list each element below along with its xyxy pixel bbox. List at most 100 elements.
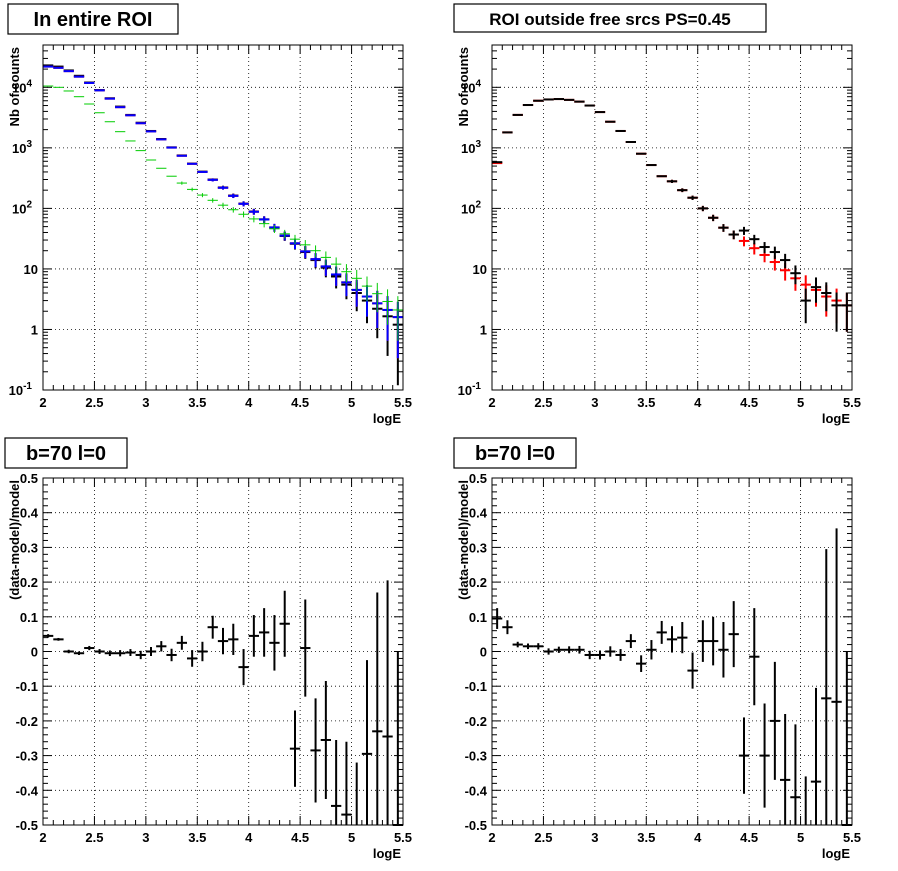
point-ff0000 [738,236,750,247]
residual-point [605,646,616,657]
point-00cc00 [248,215,259,223]
x-tick-label: 2.5 [534,830,552,845]
x-tick-label: 3.5 [637,395,655,410]
residual-point [320,680,331,799]
x-tick-labels: 2 2.5 3 3.5 4 4.5 5 5.5 [488,830,861,845]
point-00cc00 [187,187,198,192]
x-tick-labels: 2 2.5 3 3.5 4 4.5 5 5.5 [39,830,412,845]
point-00cc00 [361,276,373,302]
data-points [492,98,852,332]
x-tick-label: 3.5 [188,395,206,410]
residual-point [543,648,554,655]
y-tick-label: 10 [473,262,487,277]
residual-point [831,528,842,825]
residual-point [166,648,177,662]
x-tick-label: 2 [39,830,46,845]
x-tick-label: 2.5 [534,395,552,410]
point-0000ff [207,178,218,182]
point-00cc00 [341,264,352,283]
y-tick-label: -0.2 [16,714,38,729]
point-00cc00 [176,181,187,185]
y-axis-title: (data-model)/model [7,480,22,600]
x-tick-label: 2 [488,830,495,845]
residual-point [564,646,575,654]
residual-point [749,608,760,706]
y-tick-label: -0.3 [465,749,487,764]
point-000000 [780,253,791,269]
point-00cc00 [320,251,331,266]
residual-point [125,649,136,657]
y-axis-title: (data-model)/model [456,480,471,600]
point-000000 [677,188,688,193]
point-00cc00 [259,220,270,228]
residual-point [104,650,115,657]
y-tick-label: -0.4 [465,783,488,798]
residual-point [615,649,626,661]
y-tick-label: 0.3 [20,540,38,555]
x-tick-label: 5 [348,395,355,410]
residual-point [584,650,595,660]
point-000000 [759,242,770,254]
x-axis-title: logE [373,411,401,426]
title-box [4,437,128,469]
point-0000ff [228,193,239,199]
residual-point [84,645,95,651]
x-tick-label: 4.5 [740,395,758,410]
x-tick-label: 5 [797,830,804,845]
y-tick-label: 0.1 [20,610,38,625]
residual-point [636,655,647,672]
y-tick-labels: -0.5 -0.4 -0.3 -0.2 -0.1 0 0.1 0.2 0.3 0.4 0.5 [16,471,39,833]
x-tick-label: 2 [488,395,495,410]
y-tick-labels: -0.5 -0.4 -0.3 -0.2 -0.1 0 0.1 0.2 0.3 0.4 0.5 [465,471,488,833]
residual-point [115,650,126,657]
point-00cc00 [310,245,321,258]
x-tick-label: 3 [591,395,598,410]
residual-point [63,649,74,654]
residual-point [289,710,301,787]
y-tick-label: 0.2 [20,575,38,590]
y-tick-label: 0.4 [20,506,39,521]
chart-panel-1: 2 2.5 3 3.5 4 4.5 5 5.5 10-1 1 10 102 103 104 logE Nb o… [7,3,412,426]
residual-point [533,643,544,650]
point-00cc00 [289,234,301,245]
residual-point [372,592,383,825]
point-00cc00 [207,198,218,203]
residual-point [156,641,167,652]
residual-point [594,650,606,660]
plot-area [43,45,403,390]
residual-point [228,623,239,655]
residual-point [331,739,342,825]
gridlines [492,45,852,390]
y-tick-labels: 10-1 1 10 102 103 104 [9,78,38,398]
x-axis-title: logE [822,846,850,861]
panel-title: ROI outside free srcs PS=0.45 [453,3,767,33]
title-box [453,437,577,469]
x-tick-label: 4.5 [291,830,309,845]
y-tick-label: 102 [461,199,481,216]
title-box [7,3,179,35]
point-000000 [821,282,832,312]
residual-point [512,641,523,648]
residual-point [502,620,513,635]
y-tick-label: -0.3 [16,749,38,764]
y-tick-label: 0.5 [469,471,487,486]
y-tick-label: -0.1 [465,679,487,694]
x-tick-labels: 2 2.5 3 3.5 4 4.5 5 5.5 [39,395,412,410]
plot-area [492,45,852,390]
y-tick-label: 0.4 [469,506,488,521]
point-000000 [718,224,729,232]
data-points [492,528,852,826]
title-text: ROI outside free srcs PS=0.45 [489,10,730,29]
x-tick-label: 4 [694,830,702,845]
x-tick-label: 2 [39,395,46,410]
residual-point [553,646,564,653]
y-axis-title: Nb of counts [7,47,22,126]
residual-point [53,637,64,641]
x-tick-label: 5 [348,830,355,845]
point-000000 [810,277,822,303]
chart-panel-3: 2 2.5 3 3.5 4 4.5 5 5.5 -0.5 -0.4 -0.3 -0.2 -0.1 0 0.1… [4,437,412,861]
point-00cc00 [197,193,208,198]
residual-point [135,650,146,660]
point-00cc00 [300,240,311,251]
y-tick-label: -0.5 [465,818,487,833]
